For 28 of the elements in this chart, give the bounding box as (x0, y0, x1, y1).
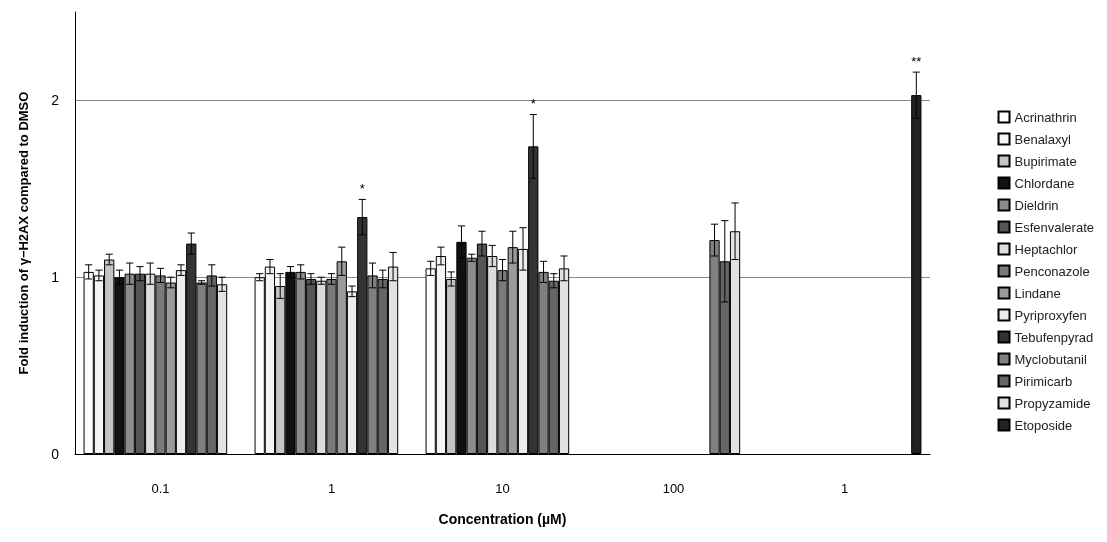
x-tick-label: 1 (327, 481, 336, 496)
legend-label: Bupirimate (1014, 153, 1077, 169)
x-tick-label: 1 (840, 481, 849, 496)
annotation: * (359, 180, 365, 196)
y-tick-label: 0 (51, 446, 60, 462)
y-tick-label: 1 (51, 269, 60, 286)
legend-label: Etoposide (1014, 417, 1073, 433)
legend-label: Chlordane (1014, 175, 1075, 191)
x-tick-label: 0.1 (151, 481, 170, 496)
x-tick-label: 10 (495, 481, 510, 496)
legend-label: Lindane (1014, 285, 1061, 301)
legend-label: Esfenvalerate (1014, 219, 1095, 235)
legend-label: Heptachlor (1014, 241, 1079, 257)
x-axis-title: Concentration (µM) (438, 511, 567, 527)
legend-label: Myclobutanil (1014, 351, 1087, 367)
legend-label: Dieldrin (1014, 197, 1059, 213)
y-tick-label: 2 (51, 92, 60, 109)
annotation: ** (911, 53, 922, 69)
legend-label: Benalaxyl (1014, 131, 1071, 147)
legend-label: Tebufenpyrad (1014, 329, 1094, 345)
legend-label: Pyriproxyfen (1014, 307, 1087, 323)
legend-label: Penconazole (1014, 263, 1090, 279)
legend-label: Acrinathrin (1014, 109, 1077, 125)
y-axis-title: Fold induction of γ−H2AX compared to DMSO (16, 91, 31, 375)
annotation: * (530, 96, 536, 112)
x-tick-label: 100 (662, 481, 685, 496)
legend-label: Propyzamide (1014, 395, 1091, 411)
legend-label: Pirimicarb (1014, 373, 1073, 389)
